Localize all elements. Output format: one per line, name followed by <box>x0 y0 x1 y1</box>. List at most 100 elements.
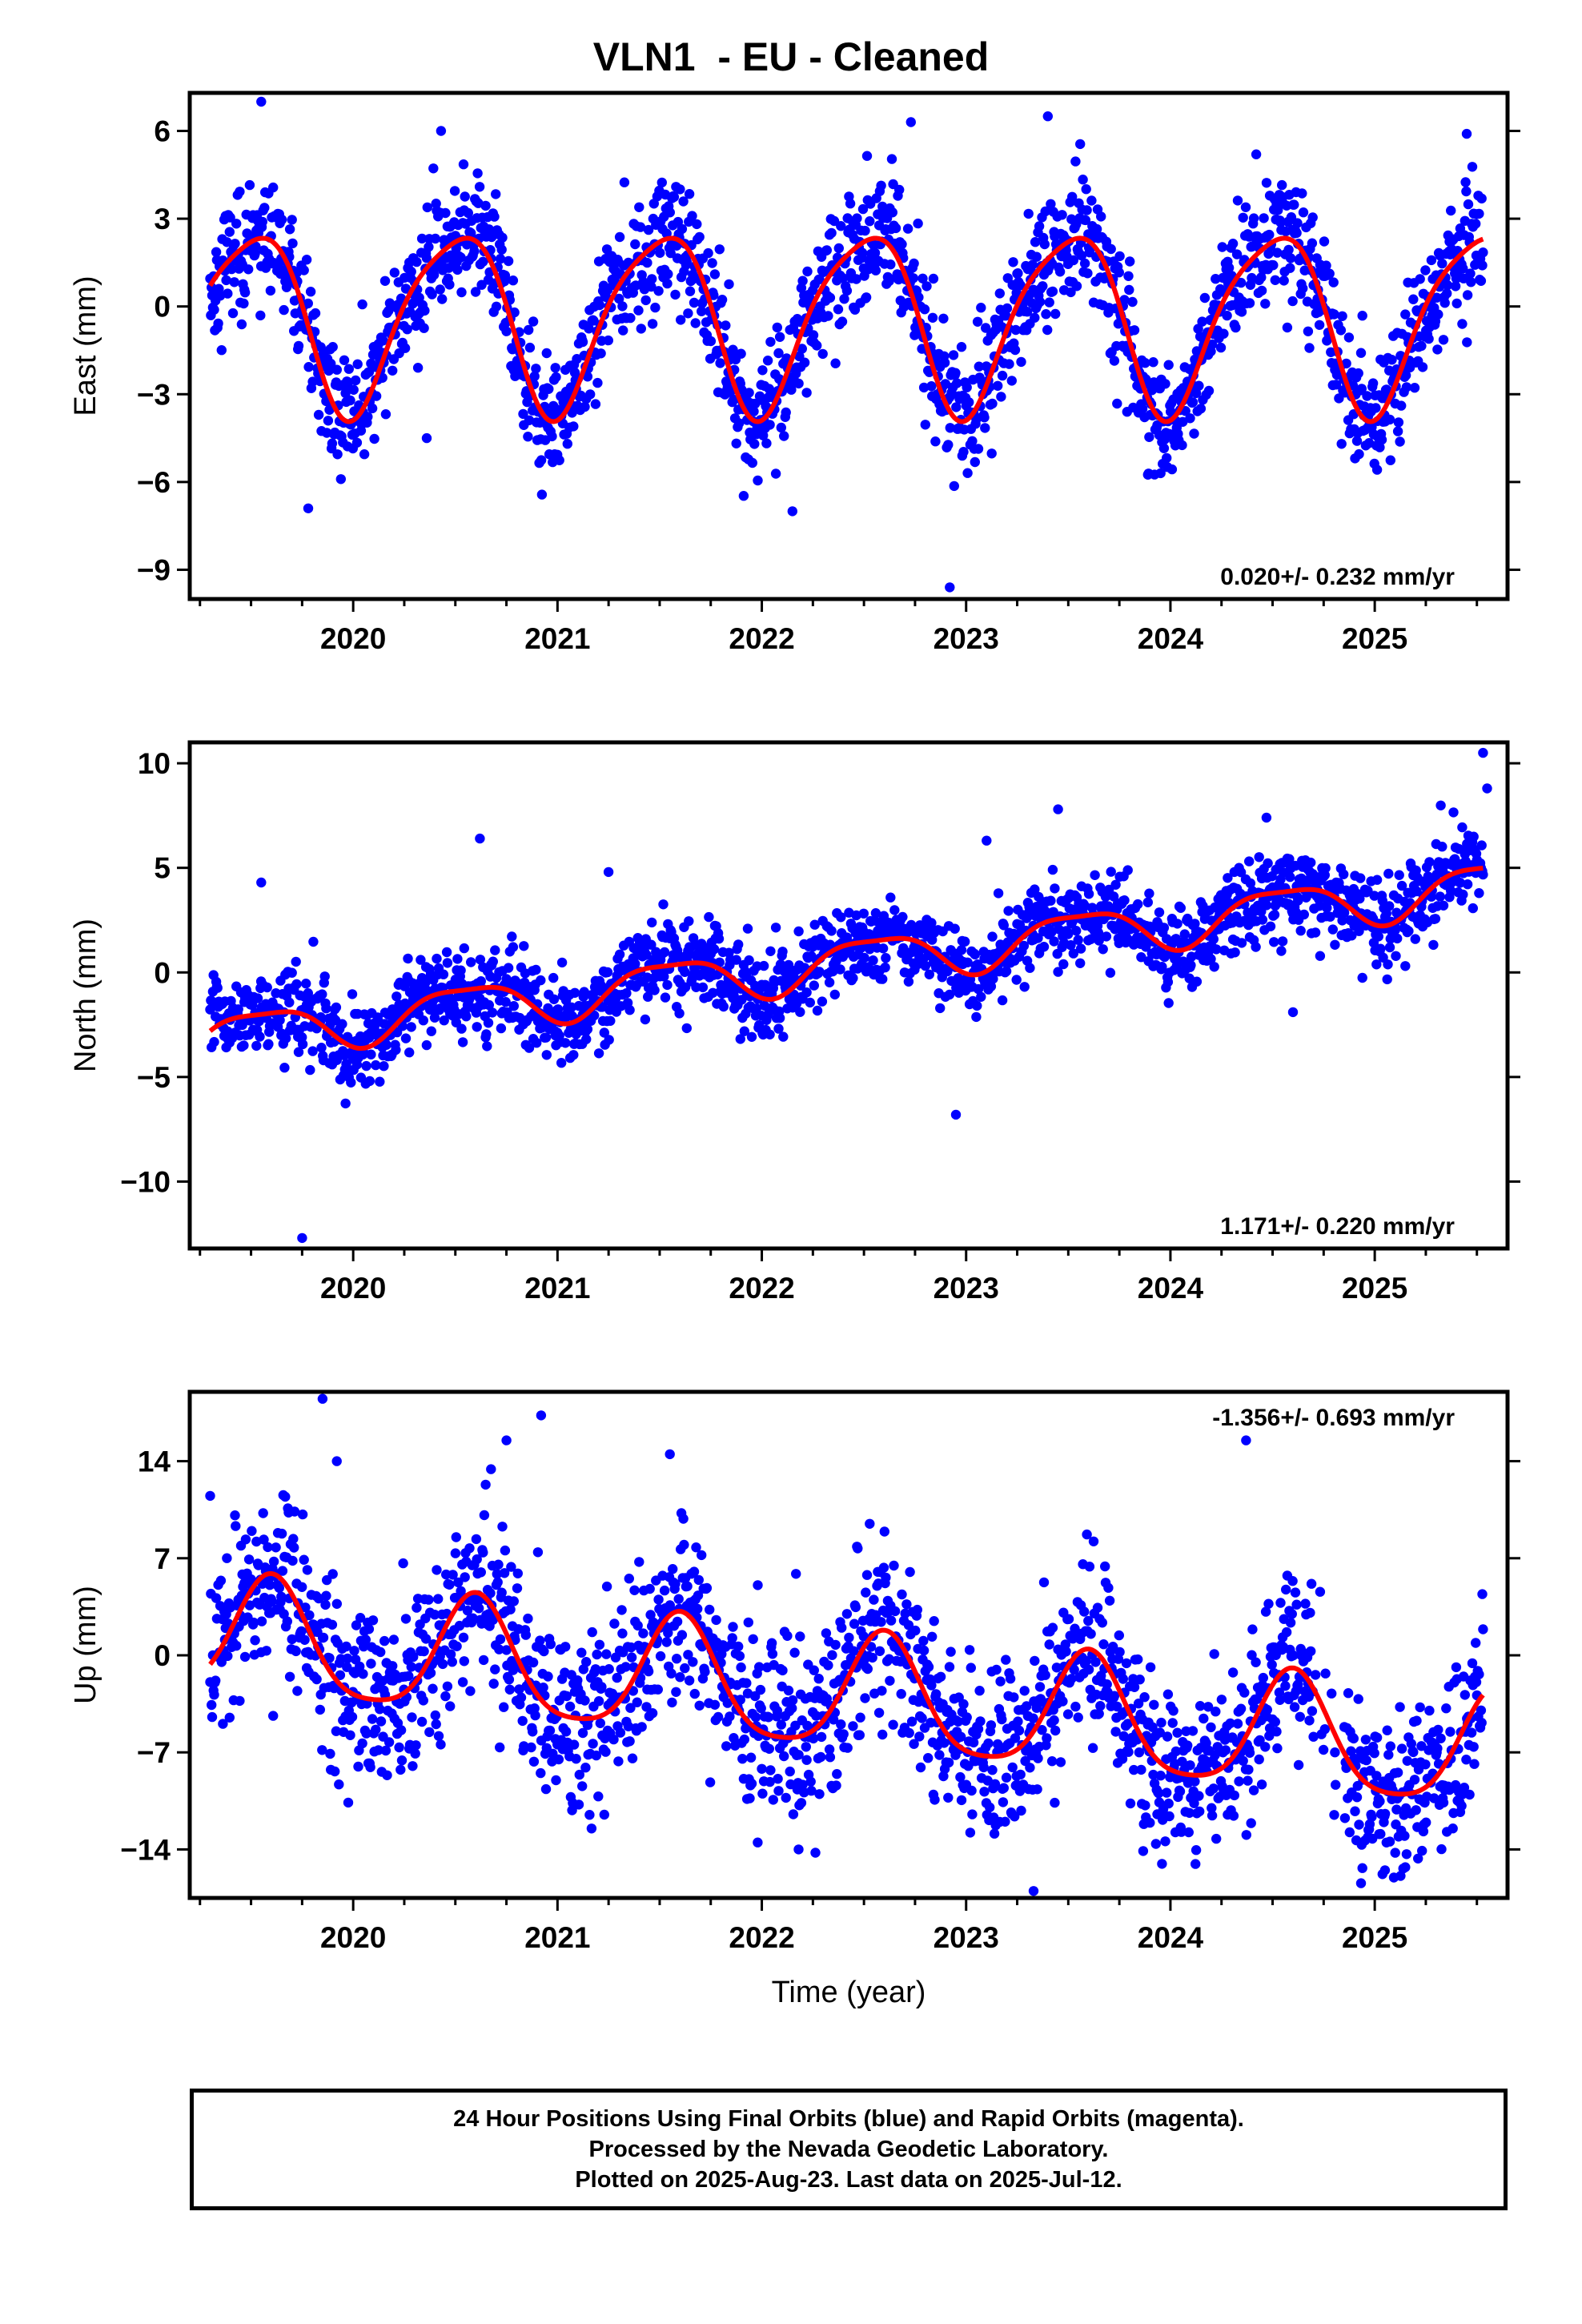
data-point <box>638 1628 648 1638</box>
data-point <box>653 1594 664 1605</box>
data-point <box>307 376 318 387</box>
data-point <box>448 1570 458 1580</box>
data-point <box>531 364 541 374</box>
data-point <box>728 1622 738 1632</box>
data-point <box>952 378 962 388</box>
data-point <box>842 1743 853 1753</box>
data-point <box>1476 840 1487 850</box>
data-point <box>1094 935 1104 946</box>
data-point <box>693 1603 703 1614</box>
data-point <box>470 287 481 297</box>
data-point <box>491 301 502 312</box>
data-point <box>824 977 835 988</box>
data-point <box>711 1614 721 1626</box>
data-point <box>259 1534 269 1545</box>
data-point <box>647 319 658 329</box>
data-point <box>1039 239 1050 250</box>
data-point <box>452 1641 462 1651</box>
data-point <box>416 1716 428 1727</box>
data-point <box>724 279 734 290</box>
data-point <box>297 1039 308 1050</box>
data-point <box>449 186 460 196</box>
data-point <box>478 256 488 267</box>
data-point <box>223 288 233 299</box>
x-tick-label: 2024 <box>1138 622 1204 655</box>
data-point <box>503 255 514 267</box>
data-point <box>821 245 833 255</box>
data-point <box>768 1795 778 1805</box>
data-point <box>837 1622 847 1633</box>
data-point <box>347 1711 358 1723</box>
data-point <box>668 1564 678 1574</box>
data-point <box>708 987 718 999</box>
data-point <box>880 962 890 973</box>
data-point <box>420 977 431 988</box>
data-point <box>757 365 768 376</box>
data-point <box>303 298 313 309</box>
data-point <box>729 394 739 405</box>
data-point <box>259 203 270 213</box>
data-point <box>912 1604 923 1615</box>
data-point <box>801 1755 812 1765</box>
data-point <box>778 1031 789 1042</box>
data-point <box>430 1710 440 1721</box>
data-point <box>569 987 580 999</box>
data-point <box>484 999 494 1011</box>
data-point <box>884 275 894 287</box>
data-point <box>585 389 596 400</box>
data-point <box>496 1587 507 1598</box>
data-point <box>496 244 507 255</box>
data-point <box>324 1653 335 1663</box>
data-point <box>489 211 500 222</box>
data-point <box>1109 356 1120 366</box>
data-point <box>332 449 343 460</box>
data-point <box>1387 355 1397 365</box>
data-point <box>508 275 519 286</box>
data-point <box>1452 298 1462 309</box>
data-point <box>430 233 440 244</box>
data-point <box>745 1793 755 1803</box>
data-point <box>1291 907 1302 918</box>
data-point <box>299 265 309 275</box>
data-point <box>310 308 321 319</box>
data-point <box>595 1718 605 1728</box>
data-point <box>460 191 470 202</box>
data-point <box>943 440 954 450</box>
data-point <box>428 1683 438 1694</box>
data-point <box>849 1618 860 1629</box>
data-point <box>540 1783 552 1795</box>
fit-curve <box>208 866 1484 1051</box>
data-point <box>781 1792 791 1803</box>
data-point <box>1022 307 1033 317</box>
data-point <box>1283 244 1294 255</box>
data-point <box>301 979 311 989</box>
data-point <box>291 956 301 967</box>
data-point <box>1408 294 1419 304</box>
data-point <box>787 1695 798 1706</box>
data-point <box>1285 871 1295 883</box>
data-point <box>861 1587 871 1598</box>
data-point <box>524 1043 535 1053</box>
data-point <box>261 1646 271 1656</box>
data-point <box>725 1711 735 1722</box>
data-point <box>836 1719 846 1730</box>
data-point <box>429 1012 440 1023</box>
data-point <box>1208 934 1219 944</box>
data-point <box>459 1656 469 1667</box>
data-point <box>830 358 841 368</box>
data-point <box>838 1729 849 1739</box>
data-point <box>255 310 266 321</box>
data-point <box>787 506 797 517</box>
data-point <box>772 1706 782 1716</box>
data-point <box>1187 397 1199 408</box>
data-point <box>1235 277 1247 288</box>
data-point <box>738 491 749 501</box>
data-point <box>861 1570 873 1580</box>
data-point <box>207 282 217 293</box>
data-point <box>636 324 646 334</box>
data-point <box>873 1707 885 1718</box>
data-point <box>758 960 769 971</box>
data-point <box>528 316 539 327</box>
data-point <box>1106 866 1116 877</box>
data-point <box>962 382 972 392</box>
